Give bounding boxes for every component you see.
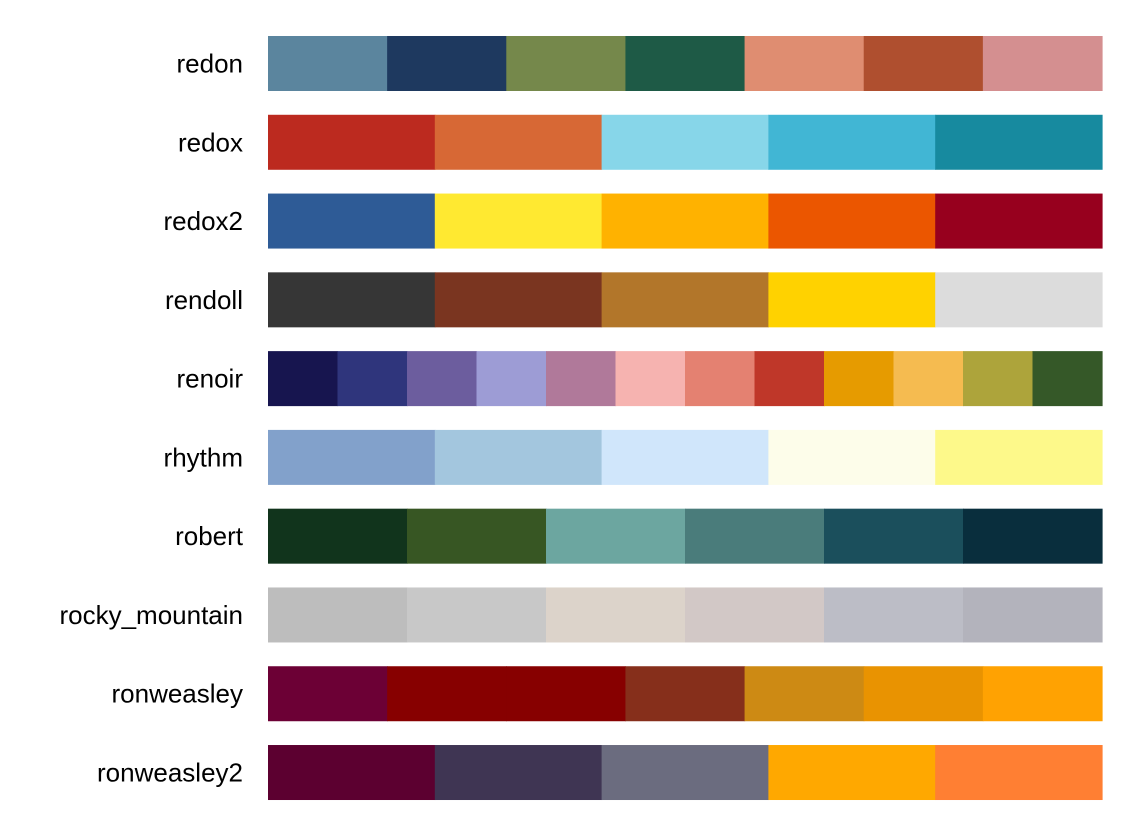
color-swatch — [407, 508, 547, 564]
color-swatch — [601, 272, 769, 328]
color-swatch — [625, 666, 746, 722]
color-swatch — [434, 193, 603, 249]
color-swatch — [863, 666, 984, 722]
color-swatch — [546, 508, 686, 564]
color-swatch — [546, 351, 617, 407]
color-swatch — [337, 351, 408, 407]
color-swatch — [268, 429, 436, 485]
palette-row: rocky_mountain — [59, 587, 1103, 643]
color-swatch — [268, 666, 388, 722]
color-swatch — [893, 351, 964, 407]
color-swatch — [863, 36, 984, 91]
color-swatch — [935, 193, 1103, 249]
palette-rows: redon redox redox2 rendoll renoir rhythm rober… — [59, 36, 1103, 801]
color-swatch — [754, 351, 825, 407]
palette-name-label: robert — [175, 521, 244, 551]
color-swatch — [963, 587, 1103, 643]
color-swatch — [935, 429, 1103, 485]
color-swatch — [824, 351, 895, 407]
color-swatch — [685, 508, 825, 564]
color-swatch — [506, 36, 627, 91]
color-swatch — [615, 351, 686, 407]
color-swatch — [824, 587, 964, 643]
color-swatch — [506, 666, 627, 722]
color-swatch — [268, 745, 436, 801]
color-swatch — [685, 351, 756, 407]
color-swatch — [625, 36, 746, 91]
color-swatch — [601, 114, 769, 170]
color-swatch — [963, 351, 1034, 407]
color-swatch — [935, 745, 1103, 801]
palette-name-label: redon — [177, 49, 244, 79]
color-swatch — [546, 587, 686, 643]
color-swatch — [268, 272, 436, 328]
palette-row: robert — [175, 508, 1103, 564]
color-swatch — [268, 508, 408, 564]
color-swatch — [935, 272, 1103, 328]
palette-row: rendoll — [165, 272, 1103, 328]
color-swatch — [407, 587, 547, 643]
color-swatch — [768, 745, 936, 801]
color-swatch — [268, 36, 388, 91]
color-swatch — [387, 36, 507, 91]
palette-name-label: redox2 — [164, 206, 244, 236]
color-swatch — [268, 114, 436, 170]
color-swatch — [601, 193, 769, 249]
color-swatch — [982, 36, 1103, 91]
color-swatch — [768, 114, 936, 170]
color-swatch — [601, 745, 769, 801]
color-swatch — [1032, 351, 1103, 407]
color-swatch — [685, 587, 825, 643]
palette-row: redox — [178, 114, 1103, 170]
color-swatch — [744, 666, 865, 722]
palette-name-label: renoir — [177, 364, 244, 394]
palette-name-label: rocky_mountain — [59, 600, 243, 630]
palette-name-label: rhythm — [164, 442, 243, 472]
color-swatch — [824, 508, 964, 564]
color-swatch — [768, 429, 936, 485]
palette-name-label: rendoll — [165, 285, 243, 315]
color-swatch — [387, 666, 507, 722]
palette-row: rhythm — [164, 429, 1103, 485]
color-swatch — [744, 36, 865, 91]
color-swatch — [768, 272, 936, 328]
color-swatch — [601, 429, 769, 485]
color-swatch — [434, 272, 603, 328]
color-swatch — [476, 351, 547, 407]
color-swatch — [268, 351, 339, 407]
color-swatch — [407, 351, 478, 407]
palette-name-label: ronweasley2 — [97, 758, 243, 788]
palette-row: redox2 — [164, 193, 1103, 249]
color-swatch — [434, 429, 603, 485]
palette-row: ronweasley — [111, 666, 1103, 722]
palette-name-label: ronweasley — [111, 679, 243, 709]
color-swatch — [434, 745, 603, 801]
palette-name-label: redox — [178, 127, 243, 157]
color-swatch — [268, 587, 408, 643]
color-swatch — [768, 193, 936, 249]
palette-row: renoir — [177, 351, 1103, 407]
color-swatch — [982, 666, 1103, 722]
palette-row: ronweasley2 — [97, 745, 1103, 801]
color-swatch — [434, 114, 603, 170]
color-swatch — [935, 114, 1103, 170]
color-swatch — [268, 193, 436, 249]
color-swatch — [963, 508, 1103, 564]
palette-row: redon — [177, 36, 1103, 91]
